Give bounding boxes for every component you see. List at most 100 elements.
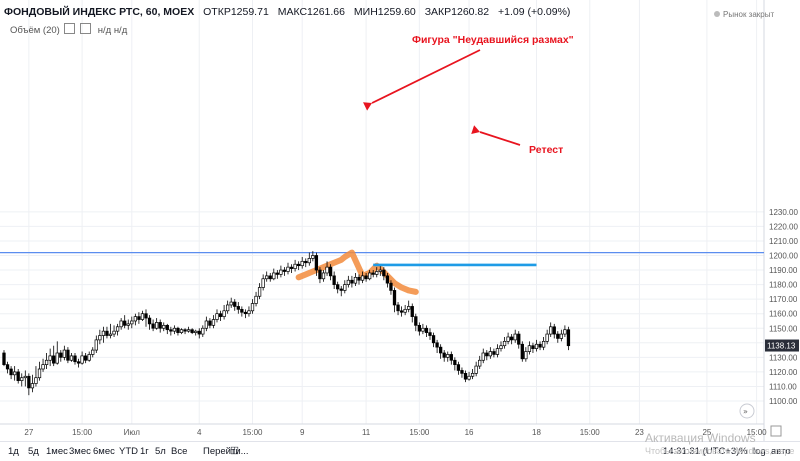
candle-body-up <box>229 301 233 306</box>
candle-body-down <box>176 327 180 333</box>
candle <box>399 306 404 317</box>
candle-body-down <box>566 329 571 347</box>
candle <box>282 267 287 276</box>
candle <box>30 374 35 393</box>
range-all-button[interactable]: Все <box>171 446 188 457</box>
range-3m-button[interactable]: 3мес <box>69 446 91 457</box>
candle <box>488 347 492 359</box>
scroll-latest-button[interactable] <box>739 403 755 419</box>
candle-body-down <box>392 290 397 306</box>
auto-toggle[interactable]: авто <box>771 446 791 457</box>
candle-body-up <box>527 345 532 352</box>
range-1d-button[interactable]: 1д <box>8 446 19 457</box>
range-5y-button[interactable]: 5л <box>155 446 166 457</box>
candle-body-down <box>396 304 400 312</box>
candle-body-down <box>431 335 436 344</box>
candle-body-up <box>133 316 138 322</box>
candle <box>360 271 365 284</box>
candle-body-up <box>474 365 478 374</box>
chart-header: ФОНДОВЫЙ ИНДЕКС РТС, 60, MOEX ОТКР1259.7… <box>4 6 576 18</box>
candle <box>385 272 390 288</box>
x-tick-label: 15:00 <box>409 428 430 437</box>
candle <box>343 280 347 294</box>
candle <box>62 345 66 361</box>
chart-settings-icon[interactable] <box>770 425 782 437</box>
percent-toggle[interactable]: % <box>739 446 748 457</box>
candle <box>186 326 191 333</box>
candle-body-up <box>378 269 382 272</box>
candle-body-up <box>12 371 17 376</box>
candle <box>226 300 230 314</box>
candle <box>254 291 258 307</box>
candle <box>204 316 209 332</box>
retest-arrow-head <box>471 125 480 135</box>
candle-body-down <box>435 342 439 348</box>
candle-body-down <box>318 269 322 280</box>
candle-body-up <box>343 284 347 291</box>
candle <box>307 252 311 266</box>
candle-body-down <box>417 324 421 332</box>
candle <box>563 325 567 337</box>
range-6m-button[interactable]: 6мес <box>93 446 115 457</box>
candle <box>297 261 301 271</box>
candle <box>201 325 205 337</box>
candle-body-up <box>545 333 549 342</box>
candle <box>417 322 421 336</box>
candle-body-down <box>218 313 223 317</box>
candle <box>453 357 457 371</box>
candle-body-down <box>233 301 237 307</box>
settings-icon[interactable] <box>80 23 92 34</box>
log-toggle[interactable]: log <box>753 446 766 457</box>
clock-time: 14:31:31 (UTC+3) <box>663 446 740 457</box>
range-ytd-button[interactable]: YTD <box>119 446 138 457</box>
candle <box>105 326 109 339</box>
price-chart[interactable]: 1100.001110.001120.001130.001140.001150.… <box>0 0 800 441</box>
candle-body-up <box>215 313 219 320</box>
candle <box>126 319 130 330</box>
candle <box>439 344 443 359</box>
candle-body-down <box>236 306 240 310</box>
candle <box>2 350 6 367</box>
candle-body-up <box>446 354 450 358</box>
candle <box>115 323 120 336</box>
windows-activation-text: Чтобы активировать Windows, перейдите в … <box>645 446 795 456</box>
double-chevron-icon: » <box>743 407 748 416</box>
candle-body-down <box>243 311 248 315</box>
candle <box>389 280 393 295</box>
candle-body-up <box>563 329 567 335</box>
goto-date-icon[interactable]: ◫ <box>230 445 239 456</box>
y-tick-label: 1210.00 <box>769 237 798 246</box>
eye-icon[interactable] <box>64 23 76 34</box>
candle-body-up <box>286 266 290 272</box>
y-tick-label: 1190.00 <box>769 266 798 275</box>
candle-body-up <box>119 320 123 328</box>
candle <box>300 256 304 269</box>
candle-body-up <box>481 352 485 361</box>
x-tick-label: 18 <box>532 428 541 437</box>
candle <box>194 329 198 336</box>
candle-body-down <box>439 346 443 354</box>
volume-legend: Объём (20) н/д н/д <box>10 23 127 36</box>
range-1y-button[interactable]: 1г <box>140 446 149 457</box>
candle-body-up <box>30 383 35 389</box>
candle-body-up <box>211 319 216 326</box>
symbol-title[interactable]: ФОНДОВЫЙ ИНДЕКС РТС, 60, MOEX <box>4 6 195 18</box>
candle-body-down <box>538 343 542 348</box>
goto-date-button[interactable]: Перейти... <box>203 446 249 457</box>
candle-body-down <box>183 329 187 332</box>
y-tick-label: 1170.00 <box>769 295 798 304</box>
candle <box>556 331 560 343</box>
candle-body-down <box>123 320 127 326</box>
range-5d-button[interactable]: 5д <box>28 446 39 457</box>
candle-body-down <box>169 329 173 332</box>
open-value: ОТКР1259.71 <box>203 6 269 18</box>
volume-label[interactable]: Объём (20) <box>10 25 60 36</box>
candle-body-up <box>421 327 425 332</box>
range-1m-button[interactable]: 1мес <box>46 446 68 457</box>
candle <box>527 341 532 355</box>
candle-body-up <box>37 368 42 379</box>
candle <box>272 268 276 281</box>
candle-body-up <box>204 320 209 329</box>
candle <box>506 332 510 345</box>
candle-body-up <box>254 295 258 304</box>
